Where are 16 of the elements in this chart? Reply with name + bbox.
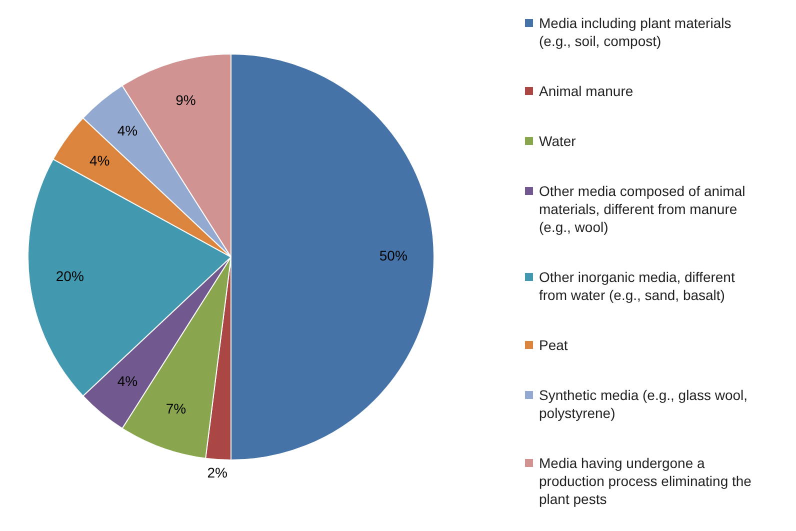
data-label: 4% bbox=[117, 122, 138, 139]
data-label: 7% bbox=[166, 400, 186, 416]
data-label: 4% bbox=[117, 372, 138, 389]
legend-label: Peat bbox=[539, 337, 568, 353]
data-label: 4% bbox=[90, 152, 110, 168]
data-label: 2% bbox=[207, 464, 228, 480]
legend-label: Animal manure bbox=[539, 83, 634, 99]
data-label: 50% bbox=[379, 248, 408, 264]
legend-label: Water bbox=[539, 133, 576, 149]
data-label: 20% bbox=[56, 268, 84, 284]
legend-label: Other media composed of animal materials, different from manure (e.g., wool) bbox=[539, 183, 746, 235]
legend-label: Media including plant materials (e.g., soil, compost) bbox=[539, 15, 732, 49]
legend-label: Media having undergone a production process eliminating the plant pests bbox=[539, 455, 752, 507]
legend-label: Synthetic media (e.g., glass wool, polystyrene) bbox=[539, 387, 748, 421]
data-label: 9% bbox=[176, 92, 196, 108]
legend-label: Other inorganic media, different from water (e.g., sand, basalt) bbox=[539, 269, 735, 303]
